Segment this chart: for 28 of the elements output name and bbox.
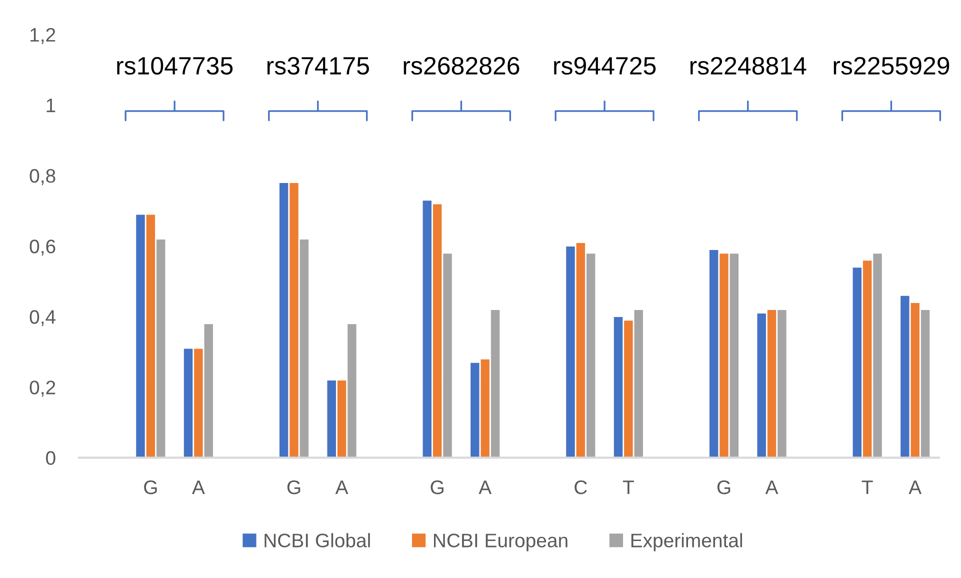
- annotation: rs2682826: [404, 56, 520, 75]
- annotation: rs944725: [554, 56, 656, 75]
- x-tick-label: A: [765, 480, 778, 494]
- y-tick-label: 1: [46, 98, 56, 112]
- y-tick-label: 0: [46, 451, 56, 465]
- y-tick-label: 1,2: [30, 28, 56, 44]
- y-tick-label: 0,4: [30, 310, 56, 326]
- x-tick-label: A: [908, 480, 922, 494]
- legend-label: NCBI Global: [264, 533, 370, 548]
- x-tick-label: G: [144, 480, 157, 494]
- x-tick-label: A: [192, 480, 205, 494]
- annotation: rs374175: [267, 56, 369, 75]
- x-tick-label: A: [335, 480, 348, 494]
- annotation: rs2255929: [834, 56, 950, 75]
- annotation: rs2248814: [690, 56, 806, 75]
- x-tick-label: G: [717, 480, 730, 494]
- x-tick-label: A: [478, 480, 492, 494]
- x-tick-label: T: [622, 480, 634, 494]
- y-tick-label: 0,2: [30, 380, 56, 397]
- y-tick-label: 0,6: [30, 240, 56, 256]
- y-tick-label: 0,8: [30, 169, 56, 186]
- legend-label: Experimental: [631, 533, 742, 552]
- x-tick-label: G: [430, 480, 444, 494]
- x-tick-label: C: [574, 480, 587, 494]
- legend-label: NCBI European: [434, 534, 568, 552]
- annotation: rs1047735: [117, 56, 233, 75]
- x-tick-label: G: [287, 480, 300, 494]
- x-tick-label: T: [862, 480, 873, 494]
